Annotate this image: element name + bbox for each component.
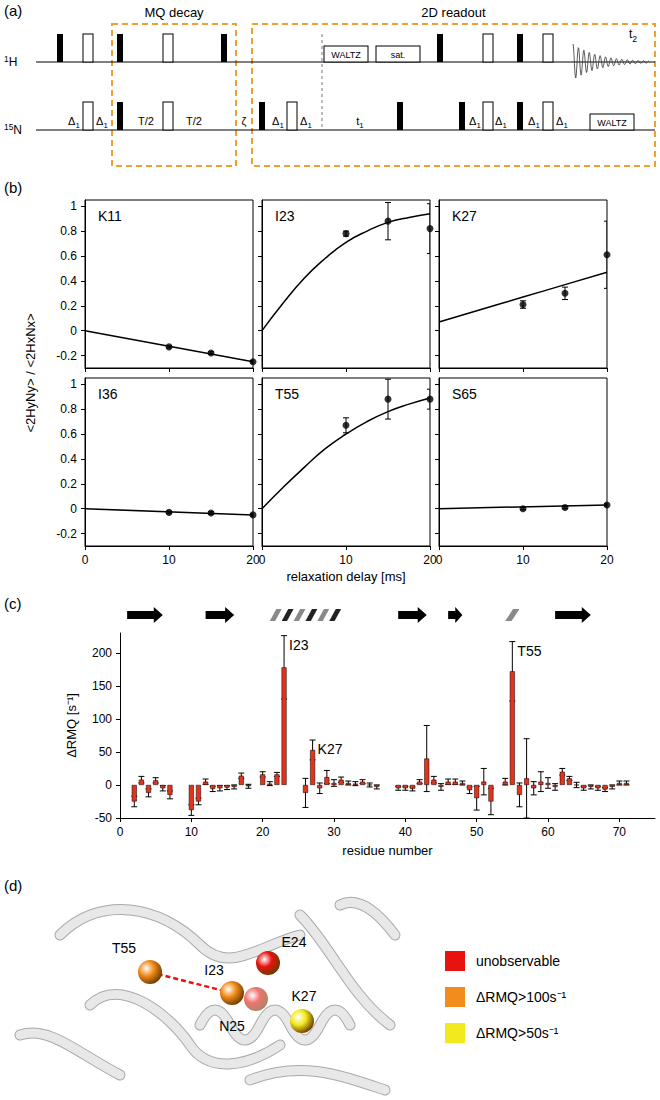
svg-text:(a): (a) [4, 2, 22, 19]
svg-text:70: 70 [613, 825, 627, 839]
svg-text:1H: 1H [4, 54, 17, 69]
svg-text:(c): (c) [4, 595, 22, 612]
svg-text:S65: S65 [452, 386, 477, 402]
svg-text:0: 0 [259, 553, 266, 567]
svg-text:200: 200 [92, 646, 112, 660]
svg-text:0.2: 0.2 [60, 299, 77, 313]
svg-text:0: 0 [70, 324, 77, 338]
svg-text:WALTZ: WALTZ [597, 118, 627, 128]
svg-text:T55: T55 [112, 940, 136, 956]
svg-text:0: 0 [436, 553, 443, 567]
svg-text:K27: K27 [452, 208, 477, 224]
svg-text:0: 0 [82, 553, 89, 567]
svg-text:Δ1: Δ1 [528, 115, 540, 130]
svg-text:15N: 15N [4, 122, 22, 137]
svg-text:40: 40 [399, 825, 413, 839]
svg-text:0: 0 [117, 825, 124, 839]
svg-text:0.6: 0.6 [60, 427, 77, 441]
svg-text:-0.2: -0.2 [56, 349, 77, 363]
svg-text:2D readout: 2D readout [421, 5, 486, 20]
svg-text:WALTZ: WALTZ [331, 50, 361, 60]
svg-text:Δ1: Δ1 [300, 115, 312, 130]
svg-text:20: 20 [246, 553, 260, 567]
svg-text:10: 10 [162, 553, 176, 567]
svg-text:10: 10 [185, 825, 199, 839]
svg-text:Δ1: Δ1 [272, 115, 284, 130]
svg-text:N25: N25 [219, 1018, 245, 1034]
svg-text:t2: t2 [629, 27, 637, 44]
svg-text:0.8: 0.8 [60, 224, 77, 238]
svg-text:Δ1: Δ1 [495, 115, 507, 130]
svg-text:T/2: T/2 [186, 115, 202, 127]
svg-text:K27: K27 [318, 741, 343, 757]
svg-text:0.2: 0.2 [60, 477, 77, 491]
svg-text:ΔRMQ>50s⁻¹: ΔRMQ>50s⁻¹ [476, 1025, 559, 1041]
svg-text:-50: -50 [95, 811, 113, 825]
svg-text:ζ: ζ [242, 115, 247, 127]
svg-text:150: 150 [92, 679, 112, 693]
svg-text:Δ1: Δ1 [96, 115, 108, 130]
svg-text:I23: I23 [204, 962, 224, 978]
svg-text:I23: I23 [275, 208, 295, 224]
svg-text:(b): (b) [4, 179, 22, 196]
svg-text:0.4: 0.4 [60, 274, 77, 288]
svg-text:T55: T55 [517, 643, 541, 659]
svg-text:20: 20 [423, 553, 437, 567]
svg-text:10: 10 [339, 553, 353, 567]
svg-text:relaxation delay [ms]: relaxation delay [ms] [286, 569, 405, 584]
svg-text:20: 20 [600, 553, 614, 567]
svg-text:I36: I36 [98, 386, 118, 402]
svg-text:Δ1: Δ1 [556, 115, 568, 130]
svg-text:T/2: T/2 [138, 115, 154, 127]
svg-text:residue number: residue number [342, 843, 433, 858]
svg-text:1: 1 [70, 199, 77, 213]
svg-text:1: 1 [70, 377, 77, 391]
svg-text:Δ1: Δ1 [68, 115, 80, 130]
svg-text:0.4: 0.4 [60, 452, 77, 466]
svg-text:<2HyNy> / <2HxNx>: <2HyNy> / <2HxNx> [23, 313, 38, 432]
svg-text:0.8: 0.8 [60, 402, 77, 416]
svg-text:K27: K27 [292, 988, 317, 1004]
svg-text:0: 0 [70, 502, 77, 516]
svg-text:MQ decay: MQ decay [144, 5, 204, 20]
svg-text:K11: K11 [98, 208, 122, 224]
svg-text:t1: t1 [356, 115, 364, 130]
svg-text:I23: I23 [289, 637, 309, 653]
svg-text:T55: T55 [275, 386, 299, 402]
svg-text:E24: E24 [282, 934, 307, 950]
svg-text:60: 60 [541, 825, 555, 839]
svg-text:ΔRMQ>100s⁻¹: ΔRMQ>100s⁻¹ [476, 989, 567, 1005]
svg-text:10: 10 [516, 553, 530, 567]
svg-text:(d): (d) [4, 877, 22, 894]
svg-text:50: 50 [470, 825, 484, 839]
svg-text:-0.2: -0.2 [56, 527, 77, 541]
svg-text:ΔRMQ [s⁻¹]: ΔRMQ [s⁻¹] [64, 693, 79, 758]
svg-text:30: 30 [327, 825, 341, 839]
svg-text:50: 50 [99, 745, 113, 759]
svg-text:sat.: sat. [391, 50, 406, 60]
svg-text:100: 100 [92, 712, 112, 726]
svg-text:20: 20 [256, 825, 270, 839]
svg-text:0: 0 [105, 778, 112, 792]
svg-text:unobservable: unobservable [476, 953, 560, 969]
svg-text:Δ1: Δ1 [469, 115, 481, 130]
svg-text:0.6: 0.6 [60, 249, 77, 263]
